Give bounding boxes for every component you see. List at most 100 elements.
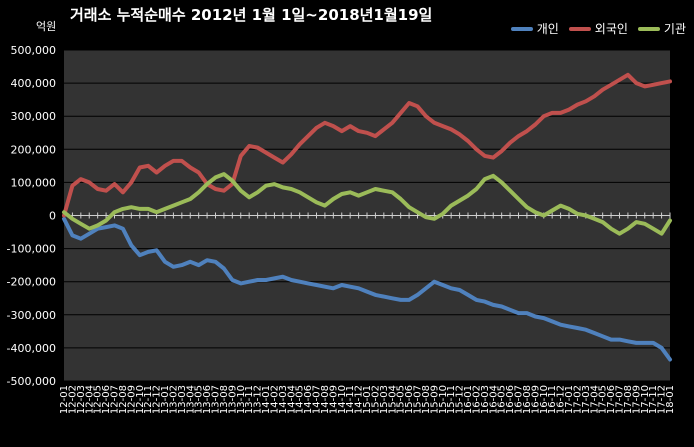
x-tick-label: 12-08 [118, 385, 129, 414]
series-line-foreign [62, 72, 672, 218]
x-tick-label: 14-10 [337, 385, 348, 414]
x-tick-label: 17-09 [631, 385, 642, 414]
x-tick-label: 14-01 [261, 385, 272, 414]
y-tick-label: 100,000 [11, 176, 57, 189]
x-tick-label: 16-06 [505, 385, 516, 414]
x-tick-label: 13-11 [244, 385, 255, 414]
x-tick-label: 16-03 [480, 385, 491, 414]
x-tick-label: 13-05 [194, 385, 205, 414]
y-tick-label: 0 [49, 210, 56, 223]
legend-swatch-institution [637, 26, 660, 31]
x-tick-label: 14-04 [286, 385, 297, 414]
x-tick-label: 18-01 [665, 385, 676, 414]
x-tick-label: 12-11 [143, 385, 154, 414]
x-tick-label: 16-04 [488, 385, 499, 414]
x-tick-label: 12-09 [126, 385, 137, 414]
x-tick-label: 15-10 [438, 385, 449, 414]
x-tick-label: 13-07 [211, 385, 222, 414]
x-tick-label: 12-03 [76, 385, 87, 414]
legend-swatch-foreign [568, 26, 591, 31]
y-tick-label: 300,000 [11, 110, 57, 123]
legend-swatch-individual [510, 26, 533, 31]
x-tick-label: 14-09 [328, 385, 339, 414]
x-tick-label: 16-10 [539, 385, 550, 414]
x-tick-label: 12-04 [84, 385, 95, 414]
legend-label-foreign: 외국인 [594, 22, 628, 36]
legend-label-institution: 기관 [663, 22, 686, 36]
x-tick-label: 15-12 [455, 385, 466, 414]
x-tick-label: 17-03 [581, 385, 592, 414]
y-tick-label: -100,000 [7, 243, 56, 256]
x-tick-label: 13-03 [177, 385, 188, 414]
y-tick-label: 200,000 [11, 143, 57, 156]
x-tick-label: 16-07 [514, 385, 525, 414]
y-tick-label: -400,000 [7, 342, 56, 355]
x-tick-label: 16-08 [522, 385, 533, 414]
x-tick-label: 13-09 [227, 385, 238, 414]
x-tick-label: 15-05 [396, 385, 407, 414]
x-tick-label: 17-08 [623, 385, 634, 414]
x-tick-label: 12-06 [101, 385, 112, 414]
x-tick-label: 13-12 [253, 385, 264, 414]
series-line-institution [62, 172, 672, 236]
x-tick-label: 15-01 [362, 385, 373, 414]
x-tick-label: 14-08 [320, 385, 331, 414]
x-tick-label: 13-02 [168, 385, 179, 414]
y-tick-label: -500,000 [7, 375, 56, 388]
x-tick-label: 12-02 [67, 385, 78, 414]
x-tick-label: 17-05 [598, 385, 609, 414]
chart-title: 거래소 누적순매수 2012년 1월 1일~2018년1월19일 [70, 6, 433, 24]
x-tick-label: 14-03 [278, 385, 289, 414]
y-tick-label: -200,000 [7, 276, 56, 289]
x-tick-label: 17-01 [564, 385, 575, 414]
x-tick-label: 16-12 [556, 385, 567, 414]
y-tick-label: -300,000 [7, 309, 56, 322]
x-tick-label: 17-06 [606, 385, 617, 414]
x-tick-label: 14-11 [345, 385, 356, 414]
x-tick-label: 17-10 [640, 385, 651, 414]
x-tick-label: 17-07 [615, 385, 626, 414]
x-tick-label: 14-06 [303, 385, 314, 414]
x-tick-label: 17-11 [648, 385, 659, 414]
x-tick-label: 13-06 [202, 385, 213, 414]
legend-item-foreign: 외국인 [568, 20, 628, 37]
x-tick-label: 15-11 [446, 385, 457, 414]
x-tick-label: 13-01 [160, 385, 171, 414]
x-tick-label: 14-07 [312, 385, 323, 414]
x-tick-label: 16-05 [497, 385, 508, 414]
x-tick-label: 13-10 [236, 385, 247, 414]
x-tick-label: 14-12 [354, 385, 365, 414]
x-tick-label: 16-01 [463, 385, 474, 414]
x-tick-label: 13-04 [185, 385, 196, 414]
y-unit-label: 억원 [36, 20, 57, 33]
x-tick-label: 12-01 [59, 385, 70, 414]
x-tick-label: 17-02 [572, 385, 583, 414]
legend: 개인 외국인 기관 [510, 20, 686, 37]
x-tick-label: 17-12 [657, 385, 668, 414]
x-tick-label: 15-02 [370, 385, 381, 414]
x-tick-label: 12-12 [152, 385, 163, 414]
x-tick-label: 14-05 [295, 385, 306, 414]
legend-item-individual: 개인 [510, 20, 559, 37]
legend-item-institution: 기관 [637, 20, 686, 37]
x-tick-label: 15-03 [379, 385, 390, 414]
x-tick-label: 12-07 [110, 385, 121, 414]
x-tick-label: 15-07 [413, 385, 424, 414]
x-tick-label: 16-09 [530, 385, 541, 414]
x-tick-label: 15-08 [421, 385, 432, 414]
x-tick-label: 12-05 [93, 385, 104, 414]
legend-label-individual: 개인 [536, 22, 559, 36]
y-tick-label: 500,000 [11, 44, 57, 57]
x-tick-label: 15-06 [404, 385, 415, 414]
y-tick-label: 400,000 [11, 77, 57, 90]
x-tick-label: 15-04 [387, 385, 398, 414]
x-tick-label: 13-08 [219, 385, 230, 414]
x-tick-label: 15-09 [429, 385, 440, 414]
x-tick-label: 16-02 [471, 385, 482, 414]
x-tick-label: 17-04 [589, 385, 600, 414]
series-line-individual [62, 216, 672, 362]
x-tick-label: 16-11 [547, 385, 558, 414]
x-tick-label: 12-10 [135, 385, 146, 414]
